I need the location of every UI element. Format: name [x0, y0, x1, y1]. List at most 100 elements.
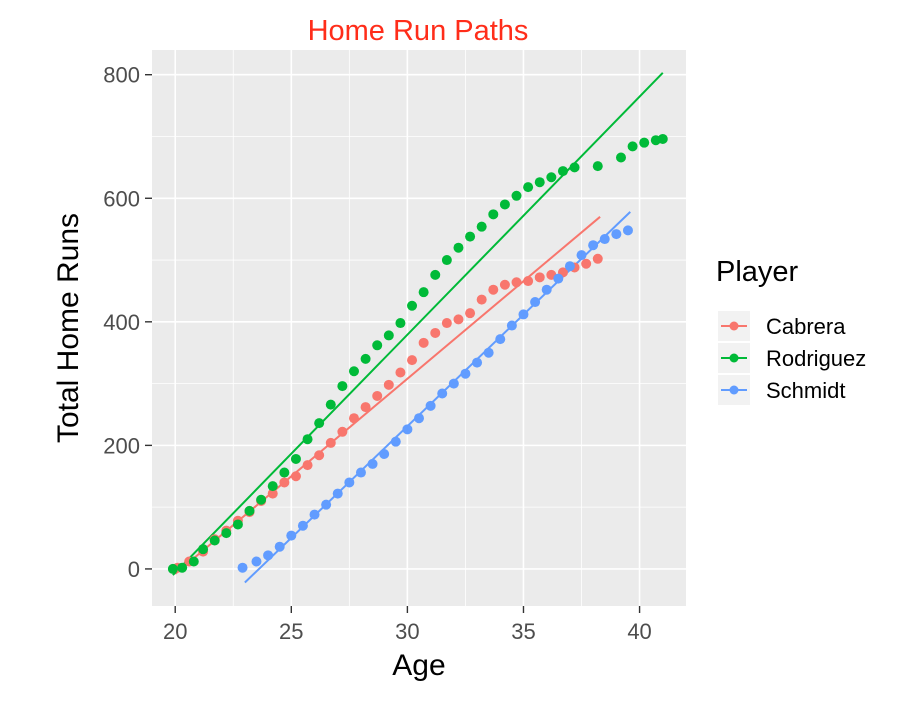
legend-label-schmidt: Schmidt — [766, 378, 845, 403]
rodriguez-series — [167, 133, 668, 574]
rodriguez-point — [523, 182, 534, 193]
rodriguez-point — [453, 242, 464, 253]
rodriguez-point — [372, 340, 383, 351]
legend-key-point — [729, 321, 739, 331]
rodriguez-point — [657, 133, 668, 144]
cabrera-point — [302, 460, 313, 471]
schmidt-point — [506, 320, 517, 331]
rodriguez-point — [256, 494, 267, 505]
data-points — [167, 133, 668, 574]
rodriguez-point — [348, 366, 359, 377]
x-tick-label: 20 — [163, 619, 187, 644]
rodriguez-point — [615, 152, 626, 163]
schmidt-point — [472, 357, 483, 368]
schmidt-point — [332, 488, 343, 499]
rodriguez-point — [465, 231, 476, 242]
schmidt-point — [448, 378, 459, 389]
schmidt-point — [541, 284, 552, 295]
legend-key-schmidt — [718, 375, 750, 405]
cabrera-point — [325, 437, 336, 448]
cabrera-point — [372, 390, 383, 401]
schmidt-point — [530, 297, 541, 308]
rodriguez-point — [557, 166, 568, 177]
cabrera-point — [337, 426, 348, 437]
rodriguez-point — [167, 563, 178, 574]
schmidt-point — [286, 530, 297, 541]
rodriguez-point — [325, 399, 336, 410]
cabrera-point — [441, 318, 452, 329]
rodriguez-point — [441, 255, 452, 266]
rodriguez-point — [267, 481, 278, 492]
rodriguez-point — [395, 318, 406, 329]
rodriguez-point — [290, 453, 301, 464]
schmidt-point — [437, 388, 448, 399]
cabrera-point — [383, 379, 394, 390]
rodriguez-point — [569, 162, 580, 173]
rodriguez-point — [430, 269, 441, 280]
x-tick-label: 40 — [627, 619, 651, 644]
y-axis-ticks: 0 200 400 600 800 — [103, 63, 152, 582]
schmidt-point — [390, 436, 401, 447]
cabrera-point — [430, 327, 441, 338]
cabrera-point — [279, 477, 290, 488]
rodriguez-point — [221, 528, 232, 539]
cabrera-point — [314, 450, 325, 461]
rodriguez-point — [232, 519, 243, 530]
cabrera-point — [465, 308, 476, 319]
cabrera-point — [418, 337, 429, 348]
schmidt-point — [622, 225, 633, 236]
schmidt-point — [297, 520, 308, 531]
schmidt-point — [355, 467, 366, 478]
legend-label-rodriguez: Rodriguez — [766, 346, 866, 371]
rodriguez-point — [337, 381, 348, 392]
x-axis-ticks: 20 25 30 35 40 — [163, 606, 652, 644]
y-tick-label: 600 — [103, 186, 140, 211]
legend-key-rodriguez — [718, 343, 750, 373]
x-axis-title: Age — [392, 649, 445, 682]
cabrera-point — [348, 413, 359, 424]
schmidt-point — [414, 413, 424, 424]
schmidt-point — [263, 550, 274, 561]
chart-title: Home Run Paths — [308, 15, 529, 47]
schmidt-point — [425, 400, 436, 411]
legend-items: Cabrera Rodriguez Schmidt — [718, 311, 866, 405]
schmidt-point — [495, 334, 506, 345]
rodriguez-point — [198, 544, 209, 555]
schmidt-point — [576, 250, 587, 261]
rodriguez-point — [592, 161, 603, 172]
legend-label-cabrera: Cabrera — [766, 314, 846, 339]
rodriguez-point — [302, 434, 313, 445]
cabrera-point — [267, 488, 278, 499]
schmidt-point — [321, 499, 332, 510]
cabrera-point — [395, 367, 406, 378]
rodriguez-point — [407, 300, 418, 311]
cabrera-point — [592, 253, 603, 264]
rodriguez-trend-line — [172, 72, 664, 576]
rodriguez-point — [177, 562, 188, 573]
rodriguez-point — [188, 556, 199, 567]
schmidt-point — [483, 347, 494, 358]
cabrera-point — [523, 276, 534, 287]
rodriguez-point — [627, 141, 638, 152]
rodriguez-point — [360, 353, 371, 364]
schmidt-point — [309, 509, 320, 520]
rodriguez-point — [639, 137, 650, 148]
x-tick-label: 25 — [279, 619, 303, 644]
cabrera-point — [290, 471, 301, 482]
rodriguez-point — [546, 172, 557, 183]
rodriguez-point — [499, 199, 510, 210]
schmidt-point — [564, 261, 575, 272]
schmidt-point — [344, 477, 355, 488]
rodriguez-point — [244, 505, 255, 516]
schmidt-point — [599, 234, 610, 245]
cabrera-point — [499, 279, 510, 290]
x-tick-label: 30 — [395, 619, 419, 644]
schmidt-series — [237, 225, 633, 573]
legend: Player Cabrera Rodriguez Schmidt — [716, 256, 866, 405]
y-tick-label: 800 — [103, 63, 140, 88]
rodriguez-point — [488, 209, 499, 220]
cabrera-point — [488, 284, 499, 295]
schmidt-point — [367, 458, 378, 469]
rodriguez-point — [209, 535, 220, 546]
